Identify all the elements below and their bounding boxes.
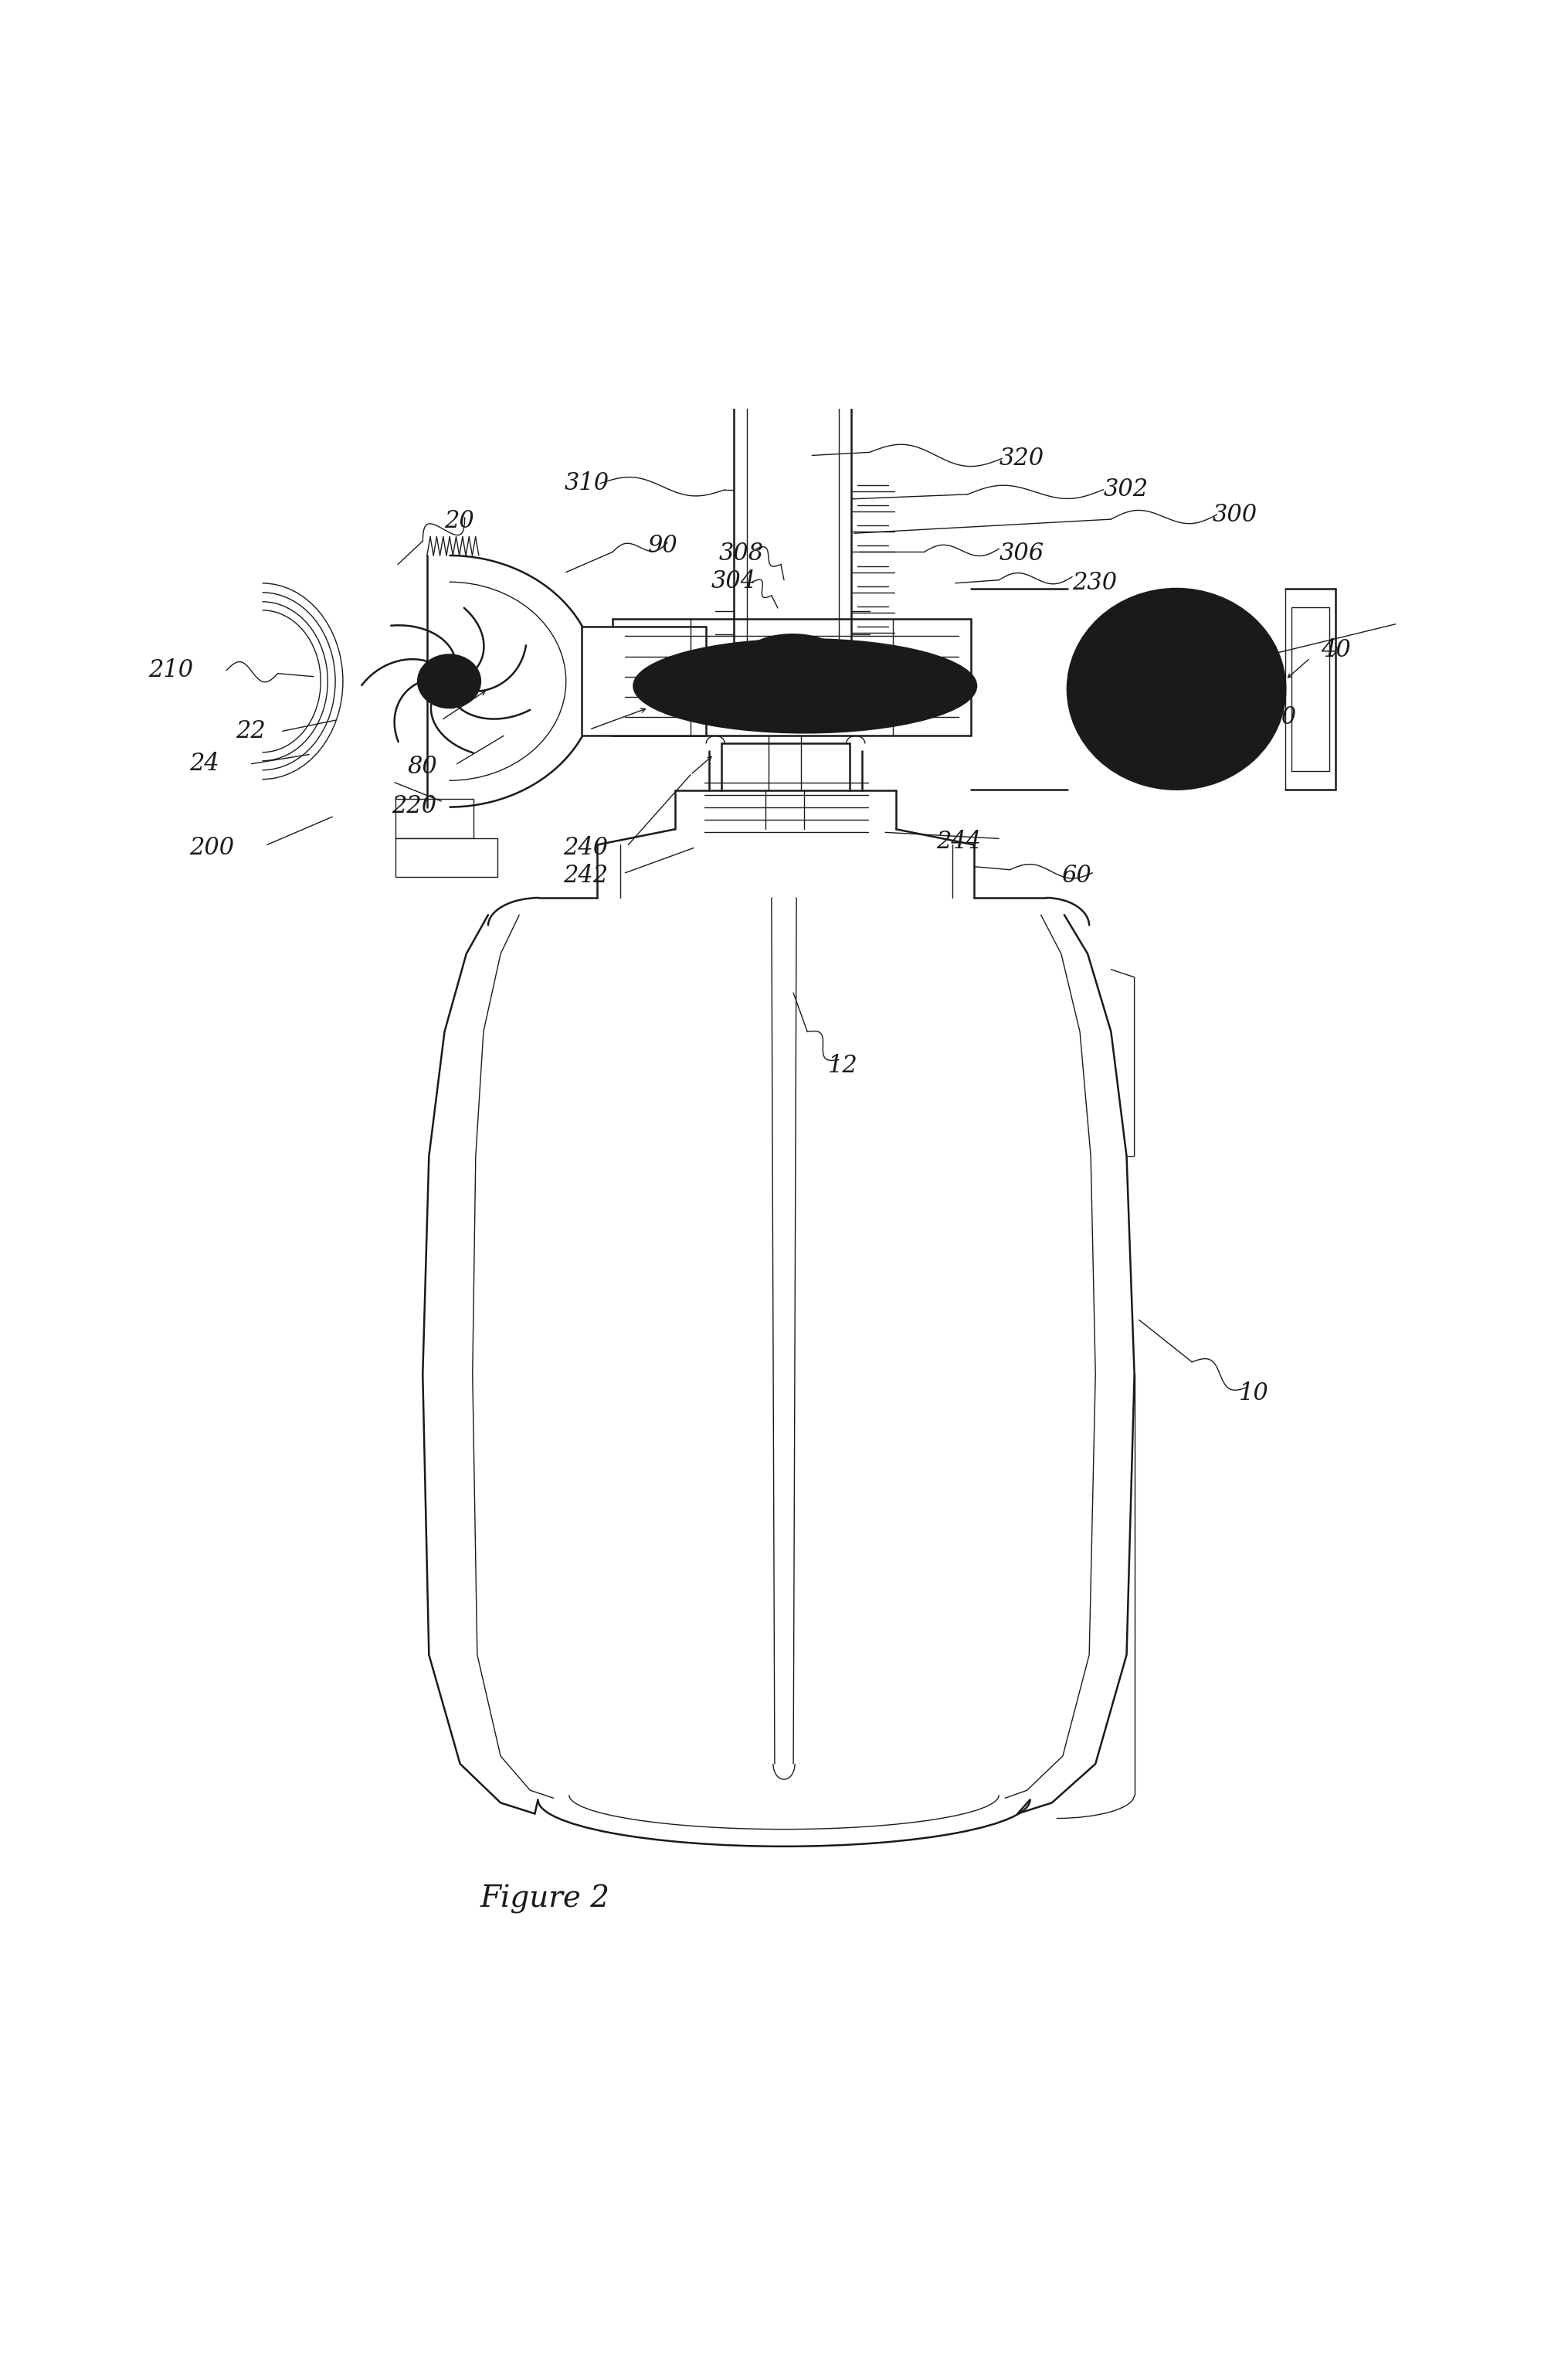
Text: 300: 300 (1212, 503, 1258, 527)
Text: 22: 22 (235, 720, 265, 743)
Bar (582, 627, 706, 736)
Ellipse shape (633, 639, 977, 732)
Ellipse shape (1068, 589, 1286, 788)
Text: Figure 2: Figure 2 (480, 1886, 610, 1914)
Text: 250: 250 (1251, 705, 1297, 729)
Text: 310: 310 (564, 473, 610, 496)
Text: 244: 244 (936, 829, 982, 853)
Text: 320: 320 (999, 446, 1044, 470)
Bar (1292, 608, 1330, 772)
Bar (706, 297, 880, 361)
Text: 12: 12 (828, 1054, 858, 1078)
Bar (395, 800, 474, 838)
Bar (395, 838, 497, 876)
Text: 60: 60 (1062, 864, 1091, 888)
Ellipse shape (419, 656, 480, 708)
Ellipse shape (737, 634, 848, 696)
Text: 200: 200 (190, 836, 234, 860)
Text: 80: 80 (408, 755, 437, 779)
Text: 10: 10 (1239, 1382, 1269, 1406)
Text: 308: 308 (718, 542, 764, 565)
Text: 304: 304 (710, 570, 756, 594)
Text: 242: 242 (563, 864, 608, 888)
Text: 230: 230 (1073, 570, 1116, 596)
Text: 20: 20 (444, 508, 475, 532)
Text: 302: 302 (1104, 477, 1148, 501)
Text: 220: 220 (392, 793, 436, 817)
Text: 24: 24 (190, 753, 220, 777)
Text: 90: 90 (648, 534, 677, 558)
Text: 240: 240 (563, 836, 608, 860)
Text: 306: 306 (999, 542, 1044, 565)
Text: 210: 210 (149, 658, 193, 682)
Text: 40: 40 (1322, 639, 1352, 663)
Bar (613, 620, 971, 736)
